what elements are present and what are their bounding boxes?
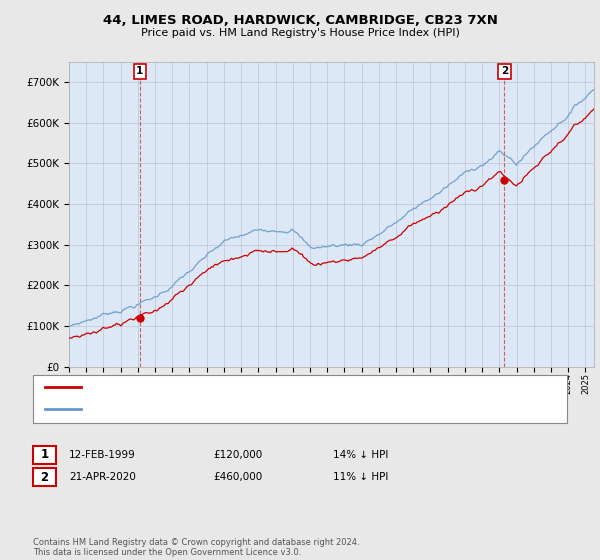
Text: £120,000: £120,000 — [213, 450, 262, 460]
Text: HPI: Average price, detached house, South Cambridgeshire: HPI: Average price, detached house, Sout… — [87, 404, 377, 414]
Text: 12-FEB-1999: 12-FEB-1999 — [69, 450, 136, 460]
Text: 1: 1 — [136, 66, 143, 76]
Text: 44, LIMES ROAD, HARDWICK, CAMBRIDGE, CB23 7XN: 44, LIMES ROAD, HARDWICK, CAMBRIDGE, CB2… — [103, 14, 497, 27]
Text: 2: 2 — [40, 470, 49, 484]
Text: 11% ↓ HPI: 11% ↓ HPI — [333, 472, 388, 482]
Text: Price paid vs. HM Land Registry's House Price Index (HPI): Price paid vs. HM Land Registry's House … — [140, 28, 460, 38]
Text: 44, LIMES ROAD, HARDWICK, CAMBRIDGE, CB23 7XN (detached house): 44, LIMES ROAD, HARDWICK, CAMBRIDGE, CB2… — [87, 382, 437, 391]
Text: 21-APR-2020: 21-APR-2020 — [69, 472, 136, 482]
Text: Contains HM Land Registry data © Crown copyright and database right 2024.
This d: Contains HM Land Registry data © Crown c… — [33, 538, 359, 557]
Text: 14% ↓ HPI: 14% ↓ HPI — [333, 450, 388, 460]
Text: £460,000: £460,000 — [213, 472, 262, 482]
Text: 2: 2 — [500, 66, 508, 76]
Text: 1: 1 — [40, 448, 49, 461]
